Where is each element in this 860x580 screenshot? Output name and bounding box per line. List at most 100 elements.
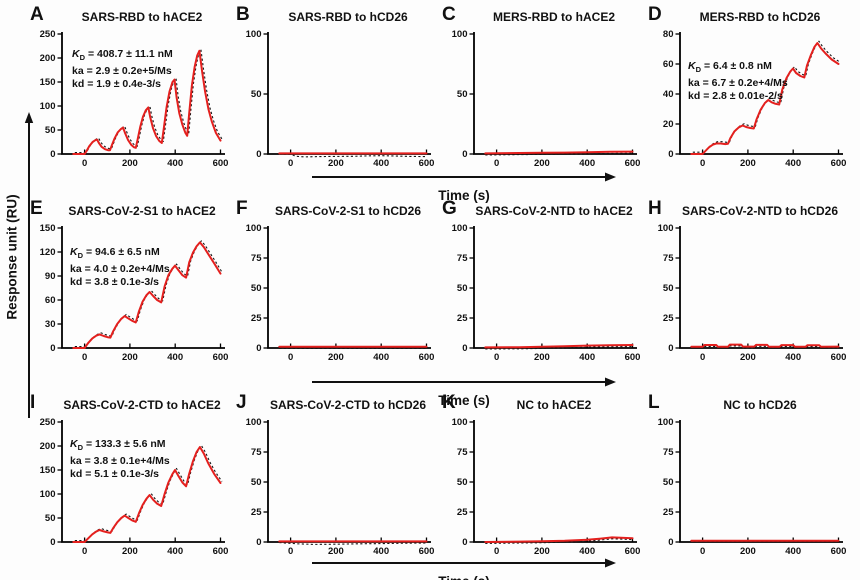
x-tick-label: 600 [419,352,435,363]
y-tick-label: 0 [668,343,673,354]
y-tick-label: 150 [40,77,56,88]
y-tick-label: 250 [40,29,56,40]
axis-lines [473,32,637,155]
x-tick-label: 0 [82,352,87,363]
panel-h-title: SARS-CoV-2-NTD to hCD26 [681,204,838,218]
panel-k: K NC to hACE2 0 25 50 75 100 0 200 400 600 [440,392,644,566]
y-tick-label: 0 [50,149,55,160]
x-tick-label: 600 [625,352,641,363]
y-tick-label: 100 [246,29,262,40]
panel-f-title: SARS-CoV-2-S1 to hCD26 [274,204,422,218]
panel-g: G SARS-CoV-2-NTD to hACE2 0 25 50 75 100 0 200… [440,198,644,372]
y-tick-label: 60 [45,295,56,306]
panel-g-letter: G [442,198,457,219]
y-tick-label: 50 [457,283,468,294]
x-tick-label: 400 [373,158,389,169]
fit-curve [74,48,223,154]
panel-h-sensorgram: 0 25 50 75 100 0 200 400 600 [658,223,847,363]
panel-l: L NC to hCD26 0 25 50 75 100 0 200 400 600 [646,392,850,566]
x-tick-label: 0 [700,546,705,557]
y-tick-label: 60 [663,59,674,70]
fit-curve [279,153,427,158]
y-tick-label: 120 [40,247,56,258]
y-tick-label: 0 [50,537,55,548]
x-tick-label: 0 [700,158,705,169]
y-tick-label: 0 [668,149,673,160]
panel-a-sensorgram: 0 50 100 150 200 250 0 200 400 600 [40,29,229,169]
axis-lines [267,226,431,349]
y-tick-label: 50 [663,477,674,488]
y-tick-label: 150 [40,223,56,234]
time-axis-row-3: Time (s) [312,556,616,580]
x-tick-label: 0 [494,158,499,169]
y-tick-label: 100 [246,417,262,428]
x-tick-label: 200 [534,158,550,169]
x-tick-label: 0 [288,352,293,363]
y-tick-label: 0 [462,149,467,160]
x-tick-label: 600 [213,158,229,169]
time-axis-row-1: Time (s) [312,170,616,203]
response-curve [690,343,840,348]
x-tick-label: 200 [122,158,138,169]
panel-e: E SARS-CoV-2-S1 to hACE2 0 30 60 90 120 150 0 2… [28,198,232,372]
x-tick-label: 400 [167,546,183,557]
panel-j-letter: J [236,392,247,413]
axis-lines [267,32,431,155]
panel-d-sensorgram: 0 20 40 60 80 0 200 400 600 [663,29,847,169]
panel-e-title: SARS-CoV-2-S1 to hACE2 [68,204,216,218]
panel-b-title: SARS-RBD to hCD26 [288,10,408,24]
panel-l-letter: L [648,392,660,413]
y-tick-label: 0 [668,537,673,548]
panel-j: J SARS-CoV-2-CTD to hCD26 0 25 50 75 100 0 200… [234,392,438,566]
axis-lines [679,226,843,349]
time-axis-label: Time (s) [438,393,490,408]
axis-lines [473,226,637,349]
panel-c-sensorgram: 0 50 100 0 200 400 600 [452,29,641,169]
y-tick-label: 50 [663,283,674,294]
panel-c-letter: C [442,4,456,25]
panel-a: A SARS-RBD to hACE2 0 50 100 150 200 250 0 200 4… [28,4,232,178]
x-tick-label: 400 [579,158,595,169]
x-tick-label: 400 [785,546,801,557]
y-tick-label: 75 [251,253,262,264]
x-tick-label: 600 [831,546,847,557]
y-tick-label: 100 [40,489,56,500]
panel-f: F SARS-CoV-2-S1 to hCD26 0 25 50 75 100 0 200 4… [234,198,438,372]
y-tick-label: 75 [457,253,468,264]
panel-f-sensorgram: 0 25 50 75 100 0 200 400 600 [246,223,435,363]
y-tick-label: 75 [663,253,674,264]
y-tick-label: 25 [663,313,674,324]
y-tick-label: 25 [457,507,468,518]
x-tick-label: 600 [625,546,641,557]
x-tick-label: 400 [373,352,389,363]
y-tick-label: 50 [251,477,262,488]
axis-lines [267,420,431,543]
panel-l-sensorgram: 0 25 50 75 100 0 200 400 600 [658,417,847,557]
x-tick-label: 200 [534,352,550,363]
panel-k-title: NC to hACE2 [516,398,592,412]
x-tick-label: 600 [419,546,435,557]
y-tick-label: 50 [457,477,468,488]
x-tick-label: 400 [167,158,183,169]
y-tick-label: 0 [50,343,55,354]
y-tick-label: 100 [246,223,262,234]
panel-d-letter: D [648,4,662,25]
y-tick-label: 25 [251,313,262,324]
y-tick-label: 0 [256,343,261,354]
y-tick-label: 100 [452,29,468,40]
y-tick-label: 200 [40,441,56,452]
time-axis-label: Time (s) [438,188,490,203]
y-tick-label: 80 [663,29,674,40]
panel-i-sensorgram: 0 50 100 150 200 250 0 200 400 600 [40,417,229,557]
y-tick-label: 90 [45,271,56,282]
x-tick-label: 400 [579,352,595,363]
x-tick-label: 600 [213,546,229,557]
x-tick-label: 200 [328,158,344,169]
y-tick-label: 50 [251,283,262,294]
axis-lines [679,420,843,543]
x-tick-label: 0 [82,546,87,557]
y-tick-label: 100 [658,417,674,428]
x-tick-label: 0 [288,158,293,169]
x-tick-label: 600 [213,352,229,363]
response-curve [690,42,840,155]
